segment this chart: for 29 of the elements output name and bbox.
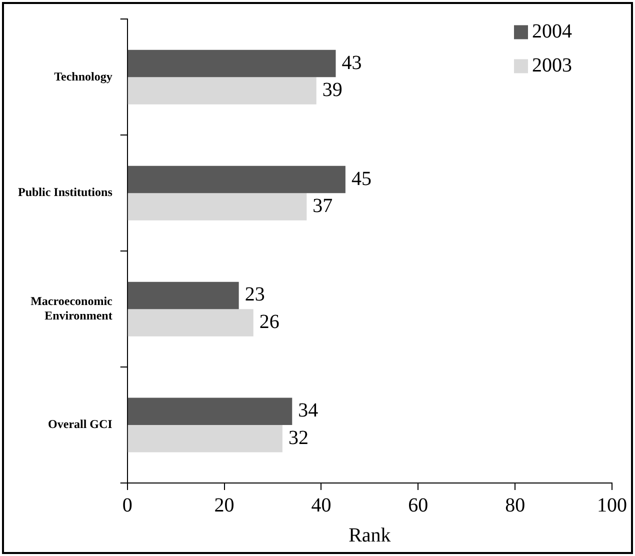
bar	[128, 425, 282, 452]
bar	[128, 282, 239, 310]
y-tick-label: Public Institutions	[18, 185, 113, 200]
data-label: 37	[312, 195, 333, 217]
bar	[128, 398, 292, 426]
x-tick-label: 20	[214, 494, 234, 516]
x-tick-label: 0	[122, 494, 132, 516]
y-tick-label: Technology	[54, 69, 112, 84]
bar	[128, 193, 307, 220]
x-tick-label: 40	[311, 494, 332, 516]
bar	[128, 77, 316, 104]
bar	[128, 166, 346, 194]
data-label: 32	[288, 426, 308, 449]
x-tick-label: 80	[505, 494, 526, 516]
y-tick-label: Macroeconomic Environment	[30, 294, 114, 322]
data-label: 26	[259, 310, 280, 333]
data-label: 39	[322, 79, 342, 102]
data-label: 45	[351, 168, 372, 190]
bar	[128, 309, 254, 336]
data-label: 34	[298, 400, 318, 422]
x-axis-title: Rank	[348, 524, 391, 546]
bar	[128, 50, 336, 78]
legend-label: 2004	[532, 20, 572, 42]
data-label: 43	[342, 52, 362, 74]
x-tick-label: 60	[408, 494, 428, 516]
legend-label: 2003	[532, 54, 572, 76]
x-tick-label: 100	[597, 494, 627, 516]
y-tick-label: Overall GCI	[48, 417, 113, 432]
data-label: 23	[244, 284, 265, 306]
